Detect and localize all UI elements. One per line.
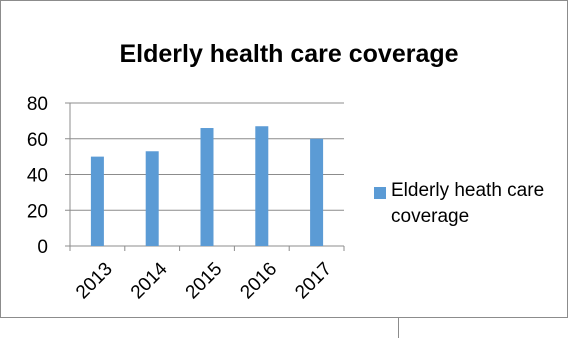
x-tick-labels: 2013 2014 2015 2016 2017 [72, 258, 336, 303]
frame-left-edge [0, 0, 1, 318]
x-tick-2013: 2013 [72, 259, 117, 304]
bar-2016 [255, 126, 269, 246]
bar-2015 [200, 128, 214, 246]
y-tick-60: 60 [27, 130, 48, 151]
legend-swatch [374, 187, 386, 199]
x-tick-2015: 2015 [182, 259, 227, 304]
chart-title: Elderly health care coverage [119, 40, 459, 68]
bar-2013 [90, 156, 104, 246]
x-tick-2014: 2014 [127, 258, 172, 303]
frame-stub-edge [398, 318, 399, 338]
bar-2017 [310, 138, 324, 246]
bars [90, 126, 324, 246]
x-tick-2016: 2016 [236, 259, 281, 304]
x-tick-2017: 2017 [291, 259, 336, 304]
y-tick-labels: 0 20 40 60 80 [27, 94, 48, 258]
y-tick-0: 0 [37, 237, 48, 258]
y-tick-40: 40 [27, 166, 48, 187]
bar-2014 [145, 151, 159, 246]
y-tick-20: 20 [27, 201, 48, 222]
legend-label: Elderly heath care coverage [391, 180, 545, 227]
y-tick-80: 80 [27, 94, 48, 115]
legend: Elderly heath care coverage [374, 178, 564, 230]
